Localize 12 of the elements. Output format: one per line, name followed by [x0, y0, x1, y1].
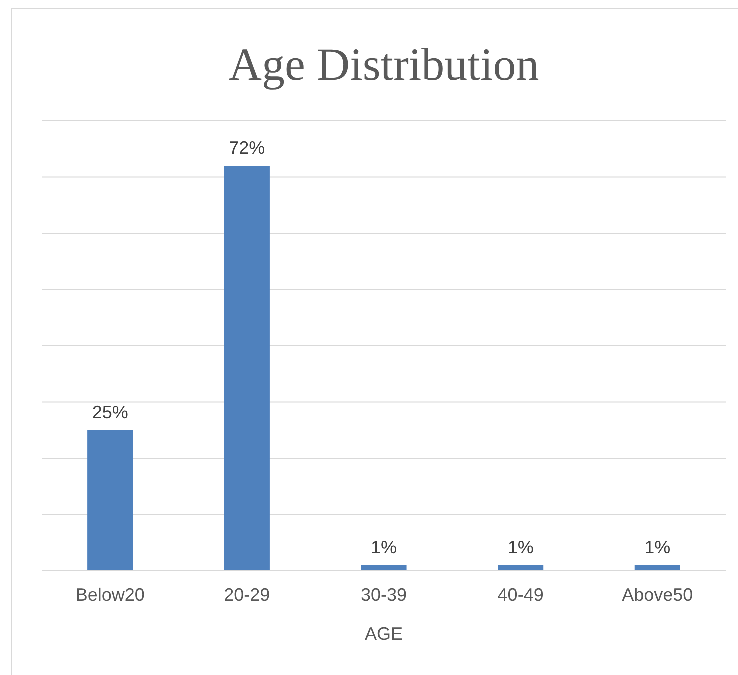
x-tick-label: Above50	[622, 585, 694, 605]
x-tick-label: 20-29	[224, 585, 270, 605]
data-label: 72%	[229, 138, 266, 158]
x-axis-title: AGE	[364, 624, 404, 644]
data-label: 1%	[508, 537, 534, 558]
x-tick-label: 30-39	[360, 585, 408, 605]
data-label: 25%	[92, 402, 128, 422]
chart-title: Age Distribution	[228, 39, 540, 90]
data-label: 1%	[644, 537, 671, 558]
x-tick-label: Below20	[76, 585, 145, 605]
data-label: 1%	[370, 537, 398, 558]
x-tick-label: 40-49	[498, 585, 544, 605]
